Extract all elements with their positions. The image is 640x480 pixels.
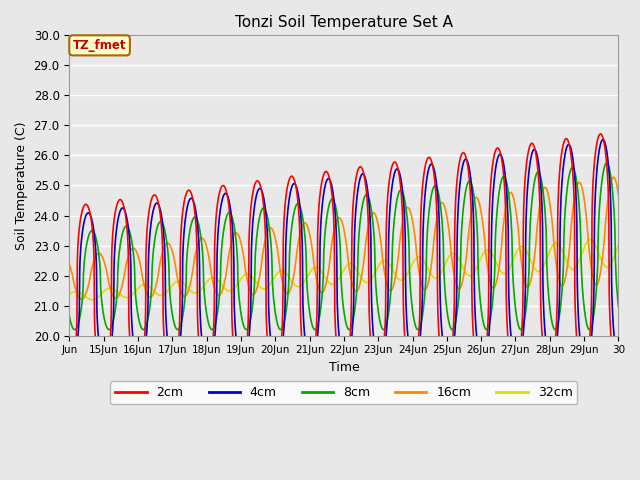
16cm [65,262,73,267]
32cm [614,242,622,248]
4cm [65,361,73,367]
4cm [347,345,355,350]
8cm [580,298,588,303]
32cm [76,289,84,295]
32cm [347,261,355,266]
32cm [314,265,322,271]
16cm [314,283,322,288]
8cm [76,315,84,321]
2cm [347,326,355,332]
Text: TZ_fmet: TZ_fmet [73,39,126,52]
8cm [614,304,622,310]
Legend: 2cm, 4cm, 8cm, 16cm, 32cm: 2cm, 4cm, 8cm, 16cm, 32cm [110,382,577,405]
X-axis label: Time: Time [328,361,359,374]
2cm [444,367,452,372]
16cm [444,221,452,227]
4cm [444,363,452,369]
8cm [603,160,611,166]
16cm [580,192,588,197]
32cm [444,255,452,261]
2cm [614,368,622,374]
4cm [614,361,622,367]
8cm [347,325,355,331]
8cm [314,322,321,328]
2cm [580,369,588,375]
16cm [76,295,84,301]
Line: 4cm: 4cm [69,140,618,366]
16cm [347,274,355,279]
16cm [610,174,618,180]
8cm [65,313,73,319]
2cm [99,372,106,377]
Line: 8cm: 8cm [69,163,618,330]
16cm [164,240,172,246]
2cm [596,131,604,137]
4cm [599,137,607,143]
Title: Tonzi Soil Temperature Set A: Tonzi Soil Temperature Set A [235,15,453,30]
16cm [614,192,622,197]
4cm [76,268,84,274]
Y-axis label: Soil Temperature (C): Soil Temperature (C) [15,121,28,250]
8cm [164,246,172,252]
16cm [77,296,85,302]
8cm [346,327,353,333]
32cm [65,292,73,298]
Line: 2cm: 2cm [69,134,618,374]
4cm [164,338,172,344]
4cm [314,333,321,338]
Line: 32cm: 32cm [69,240,618,300]
8cm [444,315,452,321]
2cm [76,222,84,228]
32cm [88,297,96,302]
4cm [580,359,588,365]
Line: 16cm: 16cm [69,177,618,299]
32cm [164,288,172,293]
32cm [580,247,588,252]
32cm [586,237,594,242]
2cm [65,372,73,377]
2cm [164,365,172,371]
4cm [342,363,349,369]
2cm [314,220,322,226]
